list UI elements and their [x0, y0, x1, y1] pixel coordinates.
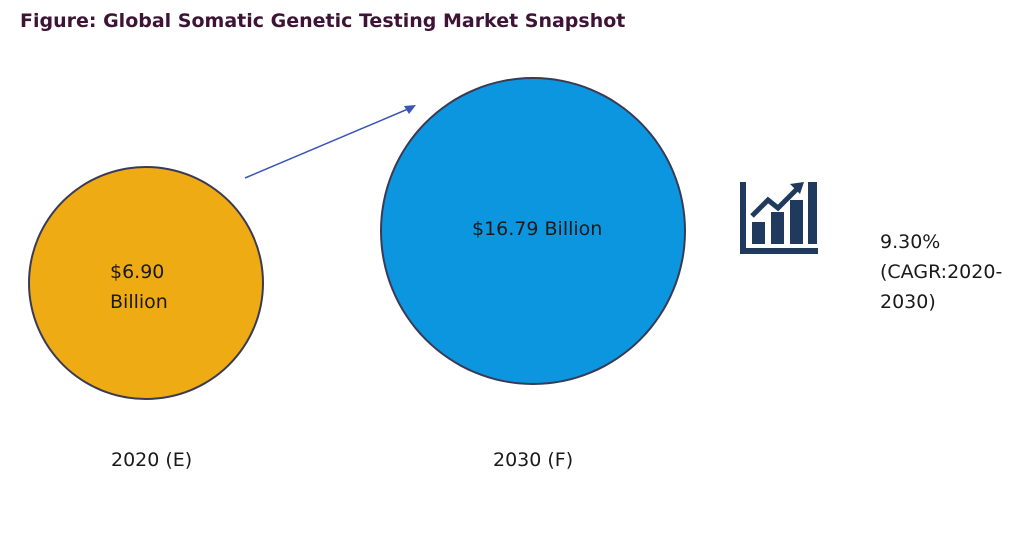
- bubble-2030: [380, 77, 686, 385]
- category-label-2020: 2020 (E): [111, 449, 193, 471]
- bar-chart-growth-icon: [740, 182, 818, 254]
- category-label-2030: 2030 (F): [493, 449, 574, 471]
- figure-title: Figure: Global Somatic Genetic Testing M…: [20, 10, 626, 32]
- value-label-2030: $16.79 Billion: [472, 218, 603, 240]
- cagr-label: (CAGR:2020-2030): [880, 261, 1003, 313]
- bubble-2020: [28, 166, 264, 400]
- cagr-annotation: 9.30% (CAGR:2020-2030): [880, 227, 1020, 317]
- cagr-value: 9.30%: [880, 231, 941, 253]
- value-label-2020: $6.90 Billion: [110, 261, 168, 313]
- growth-arrow: [244, 105, 416, 179]
